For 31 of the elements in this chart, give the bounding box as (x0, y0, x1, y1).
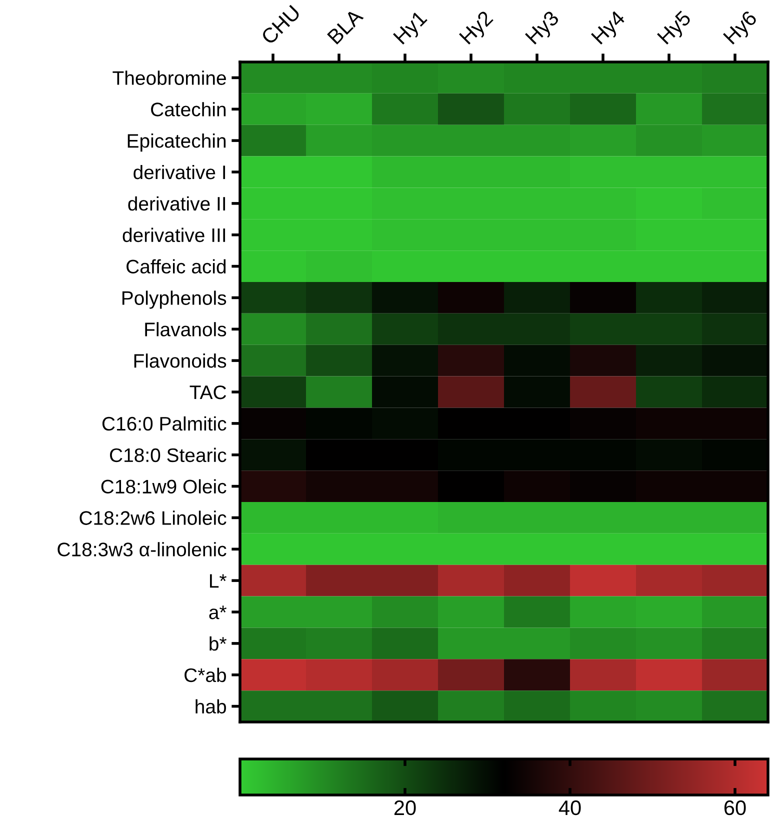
y-tick-label: b* (210, 636, 227, 651)
y-tick-label: C18:3w3 α-linolenic (58, 542, 226, 556)
x-tick-label: Hy2 (458, 10, 496, 48)
y-tick-label: Theobromine (112, 70, 226, 85)
y-tick-label: derivative III (122, 228, 226, 242)
x-tick-label: Hy6 (722, 10, 761, 48)
y-tick-label: C18:0 Stearic (110, 448, 226, 462)
x-tick-label: Hy5 (657, 10, 695, 48)
y-tick-label: Caffeic acid (126, 259, 226, 274)
y-tick-label: Polyphenols (122, 290, 226, 309)
x-tick-label: Hy1 (393, 10, 430, 48)
y-tick-label: C16:0 Palmitic (102, 416, 226, 431)
color-bar-label: 20 (394, 800, 416, 816)
y-tick-label: derivative II (128, 196, 226, 211)
y-tick-label: C18:2w6 Linoleic (80, 510, 226, 525)
color-bar-label: 60 (724, 800, 746, 816)
y-tick-label: a* (209, 606, 227, 620)
x-tick-label: BLA (327, 8, 364, 45)
y-tick-label: L* (210, 574, 227, 588)
y-tick-label: Epicatechin (128, 134, 226, 152)
y-tick-label: derivative I (134, 164, 226, 180)
y-tick-label: Catechin (151, 102, 226, 116)
y-tick-label: hab (196, 699, 226, 714)
y-tick-label: C*ab (184, 668, 226, 682)
x-tick-label: Hy4 (591, 10, 629, 48)
color-bar-label: 40 (558, 800, 581, 816)
x-tick-label: Hy3 (524, 10, 563, 48)
y-tick-label: Flavonoids (134, 354, 226, 368)
y-tick-label: C18:1w9 Oleic (101, 479, 226, 494)
y-tick-label: Flavanols (145, 322, 226, 336)
y-tick-label: TAC (190, 385, 226, 400)
